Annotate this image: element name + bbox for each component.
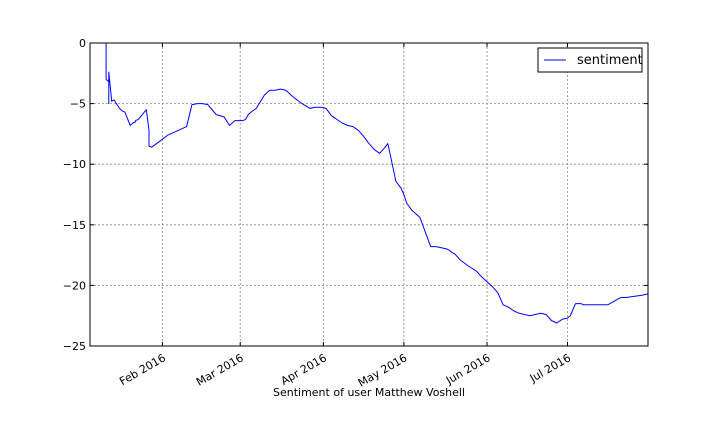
legend-label-sentiment: sentiment — [577, 53, 643, 68]
x-tick-label: Feb 2016 — [117, 351, 168, 388]
y-tick-label: 0 — [79, 37, 86, 50]
x-tick-label: Jul 2016 — [527, 351, 573, 385]
grid — [90, 42, 648, 347]
y-tick-label: −15 — [63, 219, 86, 232]
x-tick-label: Mar 2016 — [194, 351, 246, 388]
y-tick-label: −5 — [70, 98, 86, 111]
series-line-sentiment — [105, 43, 649, 324]
tick-labels: 0 −5 −10 −15 −20 −25 Feb 2016 Mar 2016 Apr 2016 M… — [63, 37, 573, 390]
y-tick-label: −10 — [63, 158, 86, 171]
y-tick-label: −20 — [63, 279, 86, 292]
x-axis-label: Sentiment of user Matthew Voshell — [273, 386, 465, 399]
x-tick-label: May 2016 — [356, 351, 409, 389]
x-tick-label: Apr 2016 — [279, 351, 329, 388]
x-tick-label: Jun 2016 — [443, 351, 493, 387]
axis-ticks — [90, 42, 648, 347]
y-tick-label: −25 — [63, 340, 86, 353]
legend: sentiment — [537, 47, 643, 73]
series-layer — [105, 43, 649, 324]
plot-frame — [89, 42, 649, 347]
